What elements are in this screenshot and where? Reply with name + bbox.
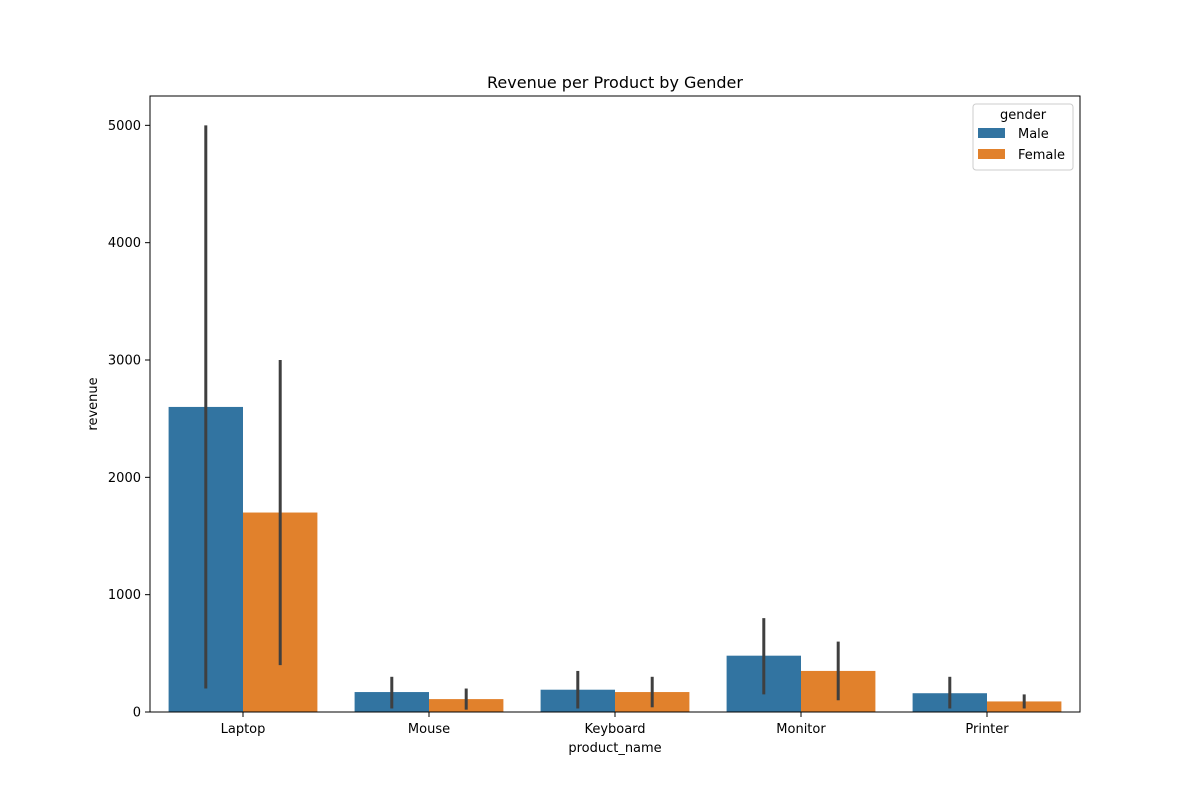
legend-swatch-female (978, 149, 1005, 159)
y-tick-label: 5000 (108, 119, 141, 134)
legend-label-male: Male (1018, 127, 1049, 142)
x-tick-label: Mouse (408, 722, 450, 737)
y-tick-label: 3000 (108, 354, 141, 369)
y-axis-ticks: 0 1000 2000 3000 4000 5000 (108, 119, 150, 721)
legend-label-female: Female (1018, 148, 1065, 163)
x-axis-ticks: Laptop Mouse Keyboard Monitor Printer (221, 712, 1009, 737)
legend-title: gender (1000, 108, 1047, 123)
legend: gender Male Female (972, 103, 1074, 171)
x-axis-label: product_name (568, 741, 661, 756)
x-tick-label: Keyboard (584, 722, 645, 737)
legend-items: Male Female (978, 127, 1065, 163)
chart-title: Revenue per Product by Gender (487, 73, 743, 92)
legend-swatch-male (978, 128, 1005, 138)
errorbars-layer (204, 125, 1026, 710)
y-tick-label: 2000 (108, 471, 141, 486)
bars-layer (168, 406, 1062, 712)
y-tick-label: 0 (133, 706, 141, 721)
y-axis-label: revenue (86, 377, 101, 430)
x-tick-label: Monitor (776, 722, 826, 737)
y-tick-label: 4000 (108, 236, 141, 251)
y-tick-label: 1000 (108, 588, 141, 603)
x-tick-label: Printer (965, 722, 1009, 737)
x-tick-label: Laptop (221, 722, 266, 737)
